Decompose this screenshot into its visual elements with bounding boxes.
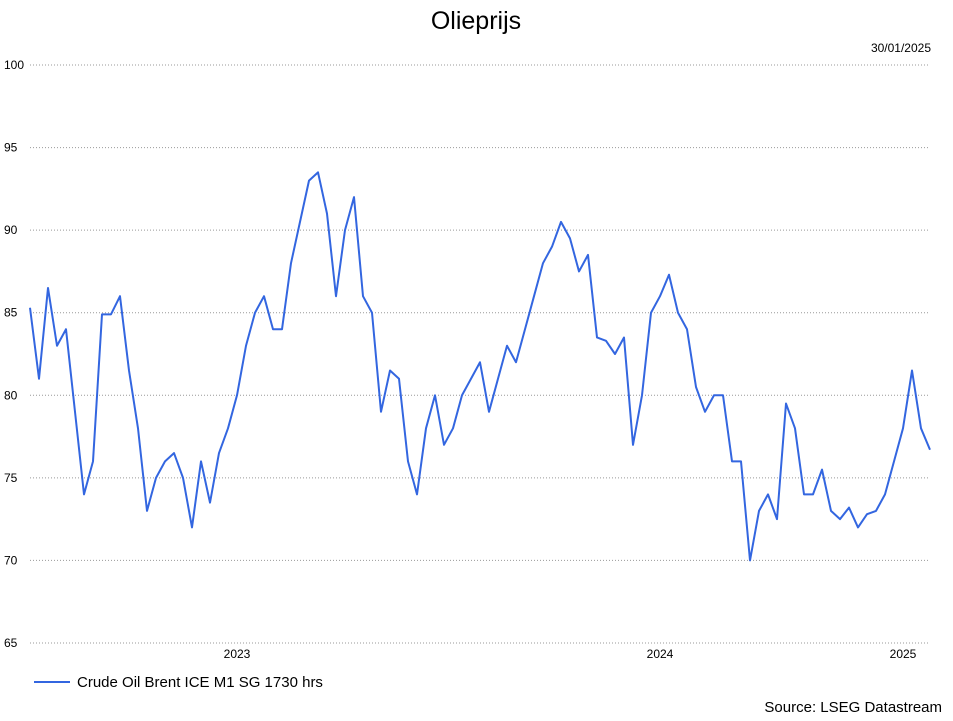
y-tick-label: 85	[4, 306, 18, 320]
y-tick-label: 65	[4, 636, 18, 650]
y-tick-label: 95	[4, 141, 18, 155]
source: Source: LSEG Datastream	[764, 699, 942, 716]
y-tick-label: 100	[4, 58, 24, 72]
chart-title: Olieprijs	[431, 7, 521, 35]
line	[29, 171, 931, 562]
y-tick-label: 80	[4, 388, 18, 402]
x-tick-label: 2025	[890, 647, 917, 661]
legend-label: Crude Oil Brent ICE M1 SG 1730 hrs	[77, 674, 323, 691]
y-tick-label: 70	[4, 553, 18, 567]
chart-date: 30/01/2025	[871, 41, 931, 55]
x-tick-label: 2024	[647, 647, 674, 661]
x-tick-label: 2023	[224, 647, 251, 661]
y-tick-label: 90	[4, 223, 18, 237]
y-tick-label: 75	[4, 471, 18, 485]
